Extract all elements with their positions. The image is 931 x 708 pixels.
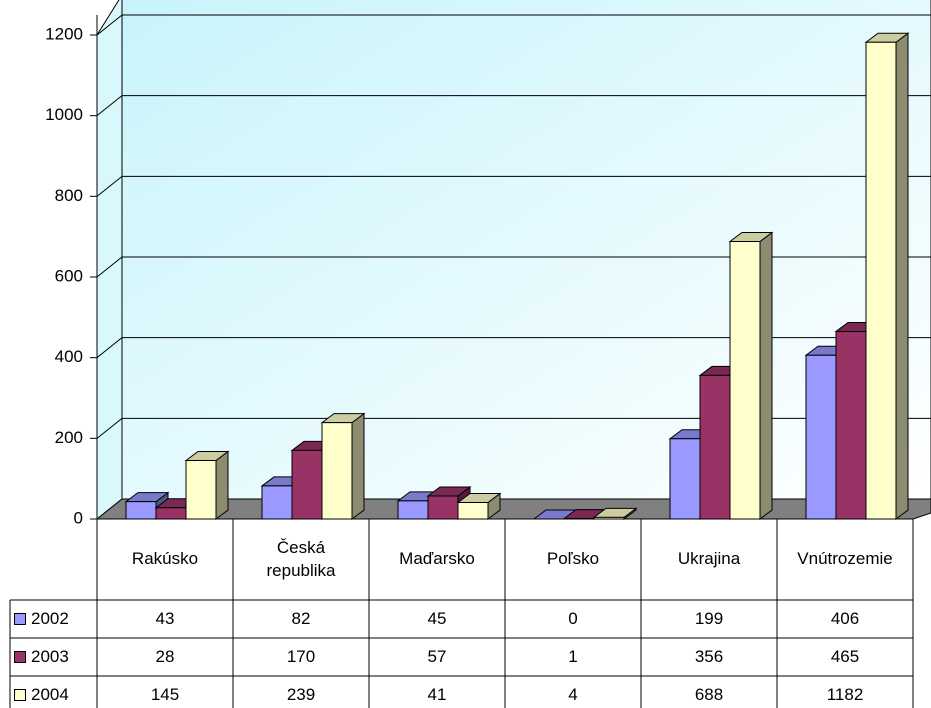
table-value: 0 [505,600,641,638]
grid-line [96,337,931,359]
grid-line [96,256,931,278]
table-value: 406 [777,600,913,638]
cell-text: Vnútrozemie [797,549,893,569]
cell-text: Rakúsko [131,549,199,569]
y-tick-label: 600 [55,266,83,285]
bar [592,507,638,520]
table-value: 28 [97,638,233,676]
table-value: 1182 [777,676,913,708]
cell-text: 688 [694,684,724,704]
cell-text: Ukrajina [677,549,741,569]
legend-swatch [14,651,26,663]
cell-text: 465 [830,646,860,666]
cell-text: 170 [286,646,316,666]
category-label: Poľsko [505,519,641,600]
category-label: Ukrajina [641,519,777,600]
bar-face [729,241,761,520]
cell-text: Maďarsko [399,549,475,569]
bar-face [125,501,157,520]
table-value: 239 [233,676,369,708]
table-value: 57 [369,638,505,676]
legend-entry: 2003 [10,638,97,676]
cell-text: 2003 [31,646,69,666]
cell-text: 43 [155,608,175,628]
bar-face [397,500,429,520]
bar-face [185,460,217,520]
bar [184,450,230,520]
bar-face [895,32,909,520]
category-label: Vnútrozemie [777,519,913,600]
grid-line [96,417,931,439]
bar-face [699,374,731,520]
table-value: 1 [505,638,641,676]
table-value: 145 [97,676,233,708]
bar-face [669,438,701,520]
bar [864,32,910,520]
cell-text: 356 [694,646,724,666]
cell-text: 145 [150,684,180,704]
cell-text: 0 [568,608,578,628]
table-value: 688 [641,676,777,708]
bar-face [321,422,353,520]
y-tick-label: 0 [74,508,83,527]
cell-text: 406 [830,608,860,628]
category-label: Maďarsko [369,519,505,600]
table-value: 45 [369,600,505,638]
cell-text: Česká republika [266,537,336,580]
cell-text: 41 [427,684,447,704]
cell-text: 82 [291,608,311,628]
table-value: 4 [505,676,641,708]
bar-face [427,495,459,520]
cell-text: 2002 [31,608,69,628]
grid-line [96,14,931,36]
bar-face [261,485,293,520]
bar [456,492,502,520]
bar-face [835,330,867,520]
table-value: 170 [233,638,369,676]
bar-face [155,507,187,520]
legend-swatch [14,689,26,701]
bar [728,231,774,520]
bar-face [291,449,323,520]
table-value: 356 [641,638,777,676]
cell-text: 199 [694,608,724,628]
legend-entry: 2002 [10,600,97,638]
table-value: 465 [777,638,913,676]
cell-text: 4 [568,684,578,704]
y-tick-label: 1000 [45,105,83,124]
bar-face [865,41,897,520]
table-value: 41 [369,676,505,708]
bar-face [593,516,625,520]
bar-face [457,501,489,520]
table-value: 199 [641,600,777,638]
cell-text: 239 [286,684,316,704]
cell-text: 2004 [31,684,69,704]
grid-line [96,175,931,197]
cell-text: 57 [427,646,447,666]
bar-face [351,412,365,520]
y-tick-label: 1200 [45,24,83,43]
table-value: 43 [97,600,233,638]
cell-text: Poľsko [546,549,600,569]
cell-text: 45 [427,608,447,628]
bar-face [759,231,773,520]
bar-face [215,450,229,520]
y-tick-label: 800 [55,186,83,205]
legend-entry: 2004 [10,676,97,708]
category-label: Rakúsko [97,519,233,600]
cell-text: 1182 [826,684,864,704]
table-value: 82 [233,600,369,638]
y-tick-label: 200 [55,428,83,447]
cell-text: 28 [155,646,175,666]
y-tick-label: 400 [55,347,83,366]
cell-text: 1 [568,646,578,666]
category-label: Česká republika [233,519,369,600]
bar [320,412,366,520]
bar-face [805,354,837,520]
legend-swatch [14,613,26,625]
grid-line [96,95,931,117]
